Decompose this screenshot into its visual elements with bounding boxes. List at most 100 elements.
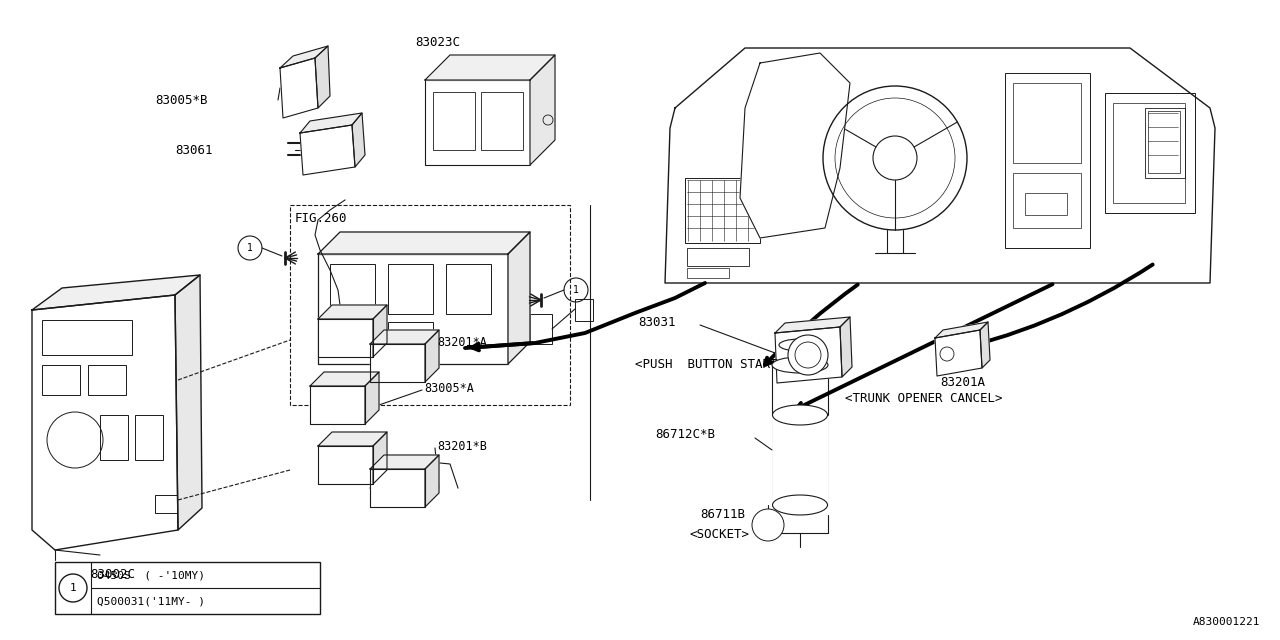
Polygon shape — [530, 55, 556, 165]
Bar — [348, 451, 366, 477]
Bar — [388, 322, 433, 354]
Text: 1: 1 — [69, 583, 77, 593]
Bar — [685, 178, 760, 243]
Polygon shape — [934, 322, 988, 338]
Bar — [388, 264, 433, 314]
Polygon shape — [774, 317, 850, 333]
Bar — [375, 474, 393, 500]
Bar — [42, 365, 79, 395]
Text: 83005*B: 83005*B — [155, 93, 207, 106]
Polygon shape — [280, 58, 317, 118]
Polygon shape — [425, 55, 556, 80]
Bar — [425, 80, 530, 165]
Polygon shape — [310, 372, 379, 386]
Text: <PUSH  BUTTON START>: <PUSH BUTTON START> — [635, 358, 785, 371]
Text: 83061: 83061 — [175, 143, 212, 157]
Bar — [530, 314, 552, 344]
Bar — [575, 299, 593, 321]
Polygon shape — [317, 232, 530, 254]
Bar — [323, 451, 340, 477]
Text: 83201*A: 83201*A — [436, 335, 486, 349]
Polygon shape — [317, 319, 372, 357]
Bar — [399, 474, 419, 500]
Bar — [433, 92, 475, 150]
Bar — [100, 415, 128, 460]
Bar — [1105, 93, 1196, 213]
Bar — [317, 254, 508, 364]
Polygon shape — [32, 275, 200, 310]
Bar — [445, 264, 492, 314]
Ellipse shape — [780, 339, 820, 351]
Bar — [1114, 103, 1185, 203]
Text: <SOCKET>: <SOCKET> — [690, 529, 750, 541]
Bar — [42, 320, 132, 355]
Bar — [291, 205, 570, 405]
Bar — [375, 349, 393, 375]
Polygon shape — [740, 53, 850, 238]
Text: A830001221: A830001221 — [1193, 617, 1260, 627]
Text: 1: 1 — [247, 243, 253, 253]
Text: 83201*B: 83201*B — [436, 440, 486, 452]
Bar — [481, 92, 524, 150]
Polygon shape — [300, 125, 355, 175]
Polygon shape — [425, 330, 439, 382]
Bar — [1146, 108, 1185, 178]
Polygon shape — [370, 455, 439, 469]
Polygon shape — [32, 295, 178, 550]
Text: Q500031('11MY- ): Q500031('11MY- ) — [97, 596, 205, 606]
Bar — [1025, 193, 1068, 215]
Circle shape — [753, 509, 783, 541]
Polygon shape — [317, 432, 387, 446]
Polygon shape — [352, 113, 365, 167]
Polygon shape — [310, 386, 365, 424]
Bar — [687, 268, 730, 278]
Text: 83002C: 83002C — [90, 568, 134, 582]
Polygon shape — [980, 322, 989, 368]
Bar — [88, 365, 125, 395]
Text: 83023C: 83023C — [415, 35, 460, 49]
Bar — [399, 349, 419, 375]
Polygon shape — [934, 330, 982, 376]
Text: 1: 1 — [573, 285, 579, 295]
Bar — [55, 562, 320, 614]
Bar — [1012, 83, 1082, 163]
Text: 83201A: 83201A — [940, 376, 986, 388]
Polygon shape — [315, 46, 330, 108]
Polygon shape — [773, 415, 827, 505]
Bar — [315, 391, 333, 417]
Bar — [687, 248, 749, 266]
Bar — [348, 324, 366, 350]
Text: 86712C*B: 86712C*B — [655, 429, 716, 442]
Polygon shape — [666, 48, 1215, 283]
Bar — [330, 322, 375, 354]
Polygon shape — [372, 432, 387, 484]
Polygon shape — [840, 317, 852, 377]
Text: 86711B: 86711B — [700, 509, 745, 522]
Bar — [330, 264, 375, 314]
Bar — [285, 73, 307, 101]
Ellipse shape — [773, 495, 827, 515]
Bar — [134, 415, 163, 460]
Bar — [155, 495, 177, 513]
Bar — [1012, 173, 1082, 228]
Bar — [1005, 73, 1091, 248]
Polygon shape — [317, 305, 387, 319]
Polygon shape — [425, 455, 439, 507]
Polygon shape — [175, 275, 202, 530]
Ellipse shape — [772, 357, 828, 373]
Polygon shape — [370, 330, 439, 344]
Polygon shape — [372, 305, 387, 357]
Polygon shape — [774, 327, 842, 383]
Bar — [1148, 111, 1180, 173]
Bar — [772, 365, 828, 415]
Polygon shape — [317, 446, 372, 484]
Text: 0450S  ( -'10MY): 0450S ( -'10MY) — [97, 570, 205, 580]
Text: 83031: 83031 — [637, 316, 676, 328]
Text: 83005*A: 83005*A — [424, 381, 474, 394]
Text: FIG.260: FIG.260 — [294, 211, 347, 225]
Ellipse shape — [773, 405, 827, 425]
Bar — [308, 139, 324, 159]
Bar — [328, 135, 344, 155]
Polygon shape — [370, 344, 425, 382]
Polygon shape — [280, 46, 328, 68]
